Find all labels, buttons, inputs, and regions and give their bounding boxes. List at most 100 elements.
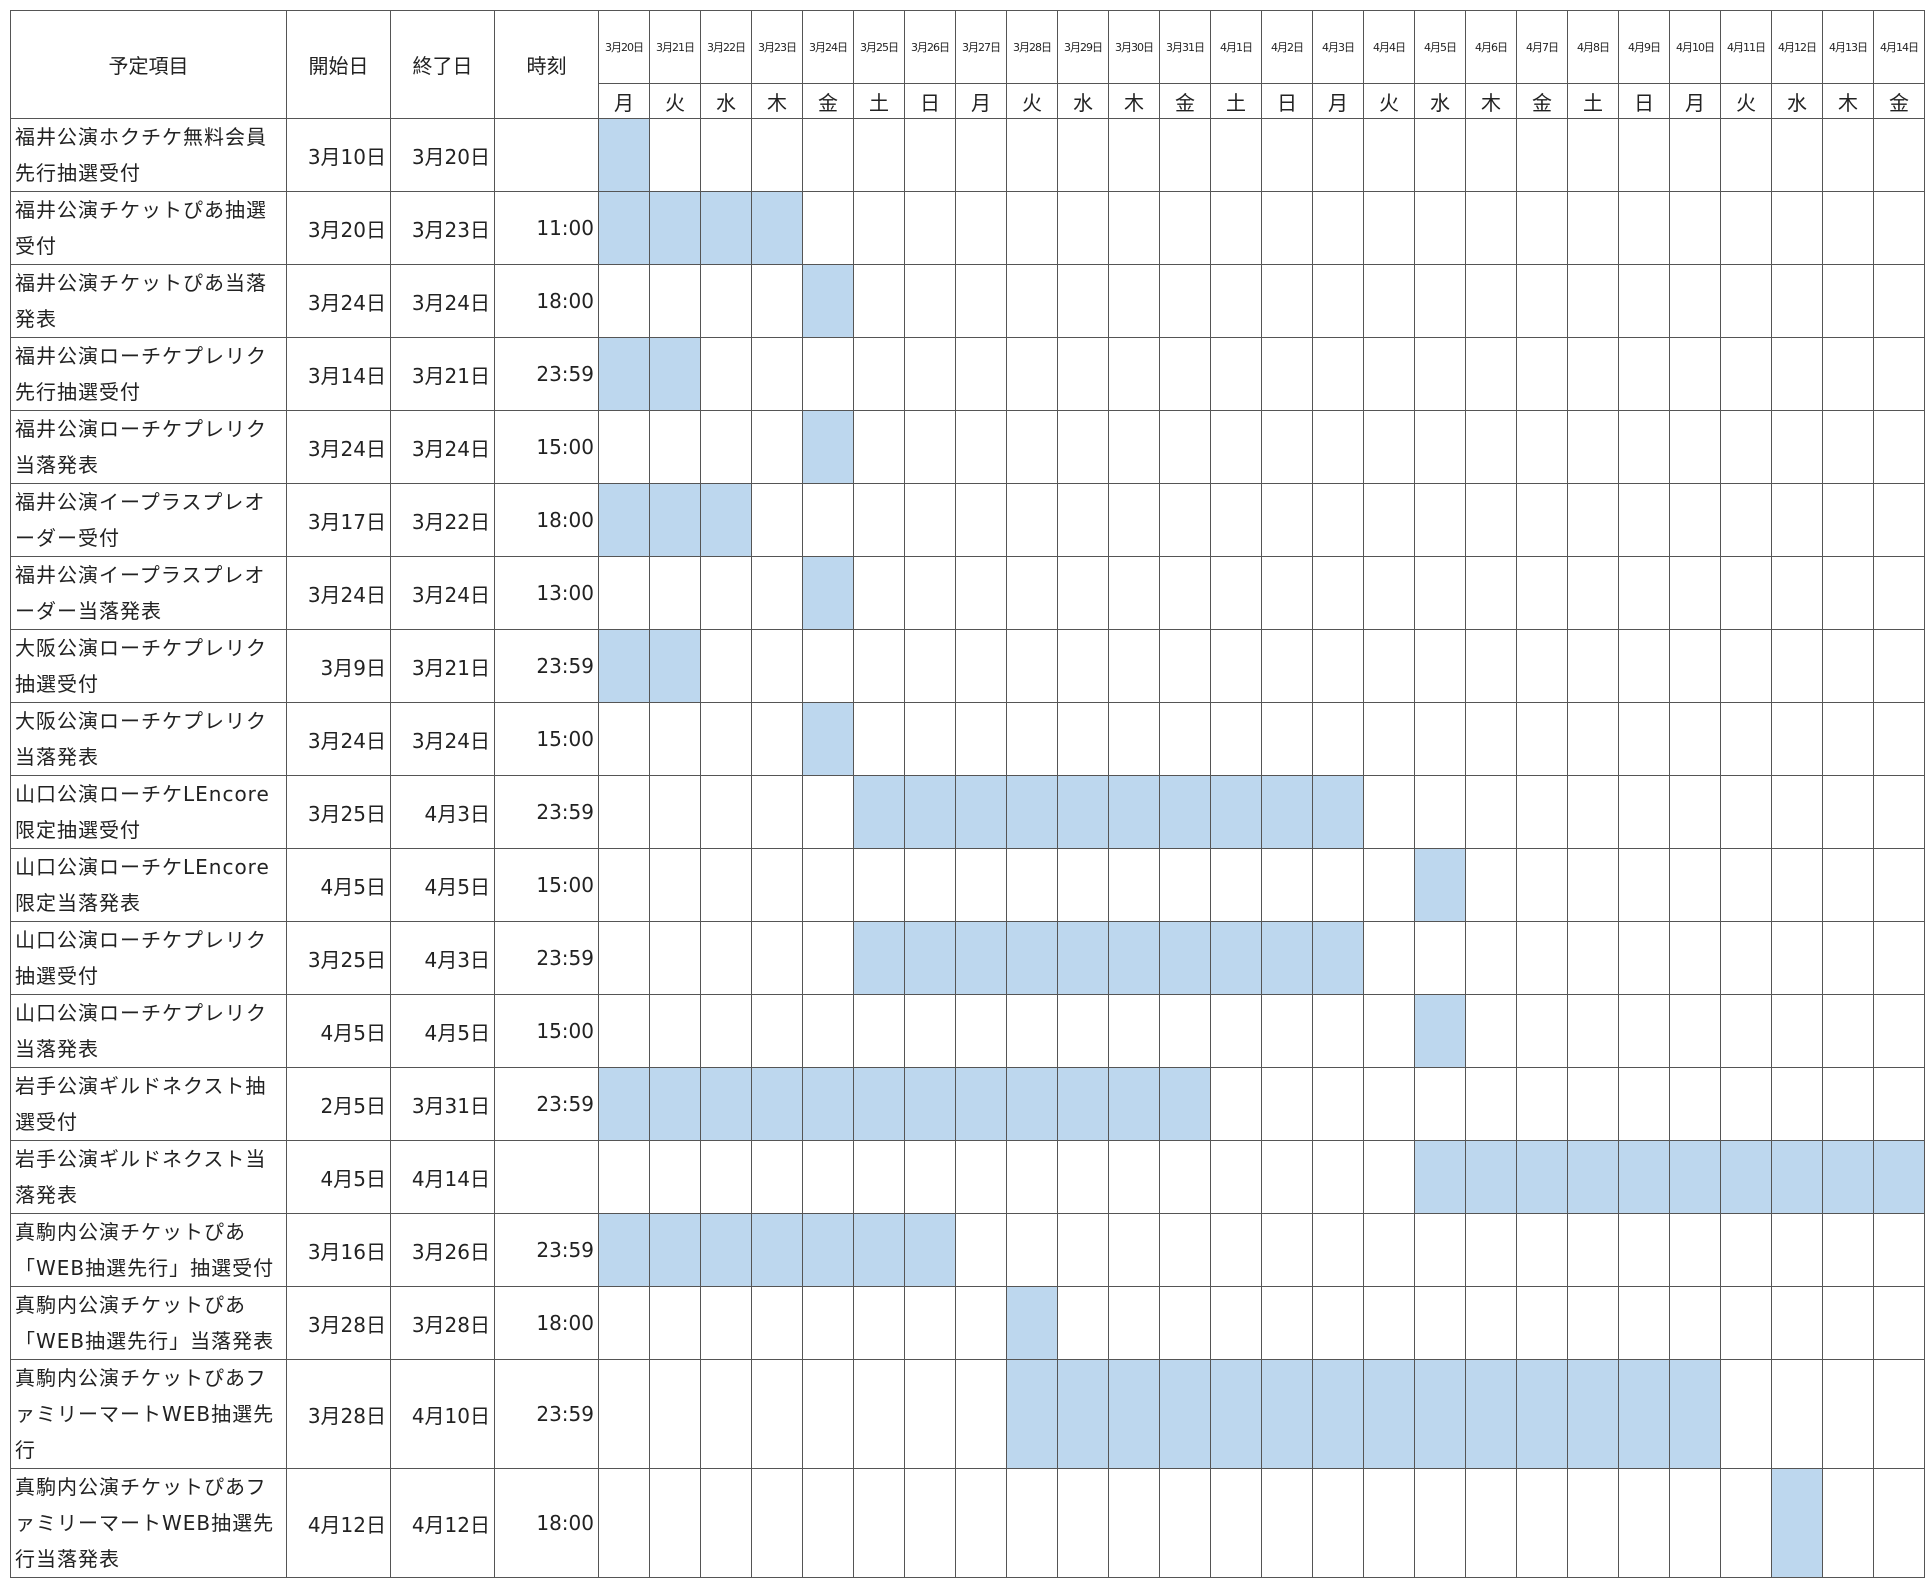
gantt-cell xyxy=(1822,410,1874,484)
gantt-cell-active xyxy=(1669,1359,1721,1469)
gantt-cell xyxy=(1057,629,1109,703)
gantt-cell xyxy=(1771,1213,1823,1287)
gantt-cell xyxy=(1669,1286,1721,1360)
gantt-cell xyxy=(1312,994,1364,1068)
gantt-cell xyxy=(700,848,752,922)
gantt-cell xyxy=(1618,191,1670,265)
gantt-cell-active xyxy=(1006,1067,1058,1141)
gantt-cell xyxy=(1873,848,1925,922)
gantt-cell-active xyxy=(598,337,650,411)
gantt-cell xyxy=(1414,921,1466,995)
gantt-cell xyxy=(1159,556,1211,630)
gantt-cell xyxy=(1363,921,1415,995)
gantt-cell xyxy=(1567,1067,1619,1141)
gantt-cell xyxy=(955,994,1007,1068)
gantt-cell-active xyxy=(1414,848,1466,922)
gantt-cell xyxy=(598,264,650,338)
gantt-cell xyxy=(1516,921,1568,995)
gantt-cell xyxy=(1516,994,1568,1068)
gantt-cell xyxy=(955,1286,1007,1360)
gantt-cell xyxy=(751,1140,803,1214)
gantt-cell xyxy=(853,1468,905,1578)
gantt-cell xyxy=(598,702,650,776)
gantt-cell xyxy=(1567,921,1619,995)
gantt-cell xyxy=(1006,1140,1058,1214)
start-date: 4月12日 xyxy=(286,1468,391,1578)
end-date: 3月24日 xyxy=(390,264,495,338)
gantt-cell xyxy=(1516,775,1568,849)
gantt-cell-active xyxy=(1465,1140,1517,1214)
gantt-cell xyxy=(1210,994,1262,1068)
task-row: 福井公演ホクチケ無料会員先行抽選受付 3月10日 3月20日 xyxy=(10,118,1925,192)
gantt-cell xyxy=(1873,1359,1925,1469)
gantt-cell xyxy=(1720,264,1772,338)
gantt-cell xyxy=(1873,191,1925,265)
gantt-cell-active xyxy=(1210,921,1262,995)
gantt-cell xyxy=(1312,848,1364,922)
gantt-cell-active xyxy=(649,629,701,703)
gantt-cell xyxy=(802,337,854,411)
date-header: 3月21日 xyxy=(649,10,701,84)
gantt-cell xyxy=(1057,264,1109,338)
gantt-cell xyxy=(1210,1286,1262,1360)
gantt-cell xyxy=(1363,1468,1415,1578)
gantt-cell xyxy=(1771,483,1823,557)
gantt-cell xyxy=(904,994,956,1068)
gantt-cell xyxy=(1771,1067,1823,1141)
gantt-cell xyxy=(1159,1286,1211,1360)
gantt-cell xyxy=(955,848,1007,922)
gantt-cell xyxy=(1669,191,1721,265)
time: 18:00 xyxy=(494,264,599,338)
gantt-cell xyxy=(1516,1468,1568,1578)
end-date: 3月28日 xyxy=(390,1286,495,1360)
gantt-cell xyxy=(1567,1286,1619,1360)
gantt-cell xyxy=(1210,1140,1262,1214)
gantt-cell xyxy=(1363,848,1415,922)
time: 23:59 xyxy=(494,629,599,703)
gantt-cell-active xyxy=(955,921,1007,995)
gantt-cell xyxy=(751,994,803,1068)
weekday-header: 火 xyxy=(1363,83,1415,119)
gantt-cell-active xyxy=(598,1067,650,1141)
gantt-cell xyxy=(649,775,701,849)
gantt-cell-active xyxy=(1567,1359,1619,1469)
gantt-cell-active xyxy=(1618,1359,1670,1469)
weekday-header: 金 xyxy=(802,83,854,119)
gantt-cell xyxy=(1822,629,1874,703)
gantt-cell xyxy=(1261,410,1313,484)
gantt-cell xyxy=(598,1140,650,1214)
date-header: 3月29日 xyxy=(1057,10,1109,84)
time: 15:00 xyxy=(494,994,599,1068)
date-header: 4月14日 xyxy=(1873,10,1925,84)
gantt-cell-active xyxy=(700,191,752,265)
gantt-cell xyxy=(1057,1140,1109,1214)
gantt-cell xyxy=(1516,629,1568,703)
gantt-cell xyxy=(904,1140,956,1214)
gantt-cell-active xyxy=(1261,775,1313,849)
schedule-table: 予定項目 開始日 終了日 時刻 3月20日 3月21日 3月22日 3月23日 3月24日 3月2… xyxy=(10,10,1925,1578)
gantt-cell xyxy=(1210,848,1262,922)
weekday-header: 木 xyxy=(1465,83,1517,119)
end-date: 3月24日 xyxy=(390,702,495,776)
gantt-cell xyxy=(1057,848,1109,922)
gantt-cell-active xyxy=(904,775,956,849)
gantt-cell xyxy=(1414,191,1466,265)
gantt-cell xyxy=(1720,1468,1772,1578)
gantt-cell xyxy=(1465,1286,1517,1360)
gantt-cell xyxy=(1006,191,1058,265)
gantt-cell xyxy=(1057,994,1109,1068)
gantt-cell xyxy=(904,1468,956,1578)
date-header: 3月26日 xyxy=(904,10,956,84)
weekday-header: 木 xyxy=(751,83,803,119)
time: 18:00 xyxy=(494,1286,599,1360)
gantt-cell xyxy=(1108,264,1160,338)
weekday-header: 日 xyxy=(904,83,956,119)
header-cell: 開始日 xyxy=(286,10,391,119)
gantt-cell-active xyxy=(1057,775,1109,849)
weekday-header: 火 xyxy=(1006,83,1058,119)
gantt-cell xyxy=(1159,1140,1211,1214)
gantt-cell xyxy=(1720,775,1772,849)
gantt-cell xyxy=(1465,556,1517,630)
gantt-cell xyxy=(1873,1286,1925,1360)
gantt-cell xyxy=(802,191,854,265)
